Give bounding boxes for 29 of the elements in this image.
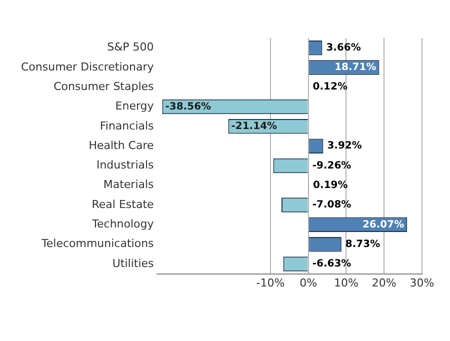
y-tick-label: Consumer Staples: [54, 80, 154, 93]
y-tick-label: Telecommunications: [40, 237, 154, 250]
data-label: -9.26%: [312, 160, 352, 172]
y-tick-label: Technology: [91, 218, 154, 231]
data-label: 18.71%: [334, 62, 376, 74]
data-label: -38.56%: [165, 101, 212, 112]
x-tick-label: 20%: [372, 276, 396, 290]
x-tick-label: -10%: [256, 276, 285, 290]
data-label: 3.92%: [327, 140, 362, 152]
data-label: -7.08%: [312, 200, 352, 211]
data-label: 8.73%: [345, 238, 380, 250]
y-tick-label: Consumer Discretionary: [20, 60, 154, 74]
data-label: -21.14%: [231, 121, 278, 132]
y-tick-label: S&P 500: [107, 40, 154, 54]
x-tick-label: 0%: [300, 276, 318, 290]
data-label: 0.19%: [313, 180, 348, 191]
data-label: 26.07%: [362, 219, 404, 230]
y-tick-label: Health Care: [88, 138, 154, 152]
y-tick-label: Utilities: [112, 256, 154, 270]
x-tick-label: 10%: [334, 276, 358, 290]
data-label: 0.12%: [312, 82, 348, 93]
y-tick-label: Financials: [100, 119, 154, 132]
y-tick-label: Industrials: [96, 158, 154, 172]
y-tick-label: Materials: [103, 178, 154, 192]
y-tick-label: Real Estate: [92, 198, 154, 211]
y-tick-label: Energy: [115, 100, 154, 113]
data-label: 3.66%: [326, 42, 361, 54]
x-tick-label: 30%: [410, 276, 434, 290]
data-label: -6.63%: [312, 258, 352, 270]
